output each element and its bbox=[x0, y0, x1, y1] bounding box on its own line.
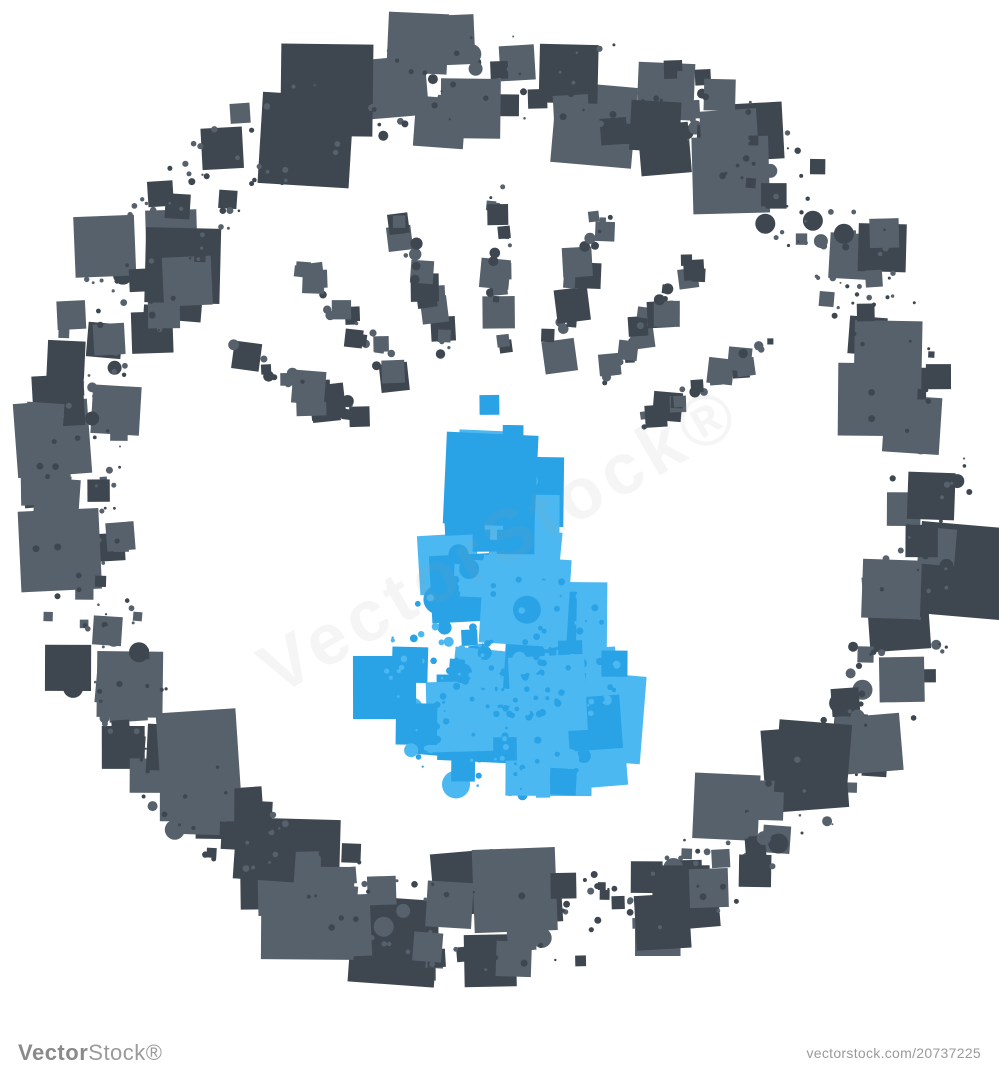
brand-logo: VectorStock® bbox=[18, 1040, 163, 1066]
image-ref-prefix: vectorstock.com/ bbox=[806, 1045, 916, 1061]
brand-prefix: Vector bbox=[18, 1040, 88, 1065]
registered-mark: ® bbox=[146, 1040, 163, 1065]
image-ref-id: 20737225 bbox=[916, 1045, 981, 1061]
attribution-footer: VectorStock® vectorstock.com/20737225 bbox=[0, 1032, 999, 1080]
gauge-mosaic-icon bbox=[0, 0, 999, 1080]
brand-suffix: Stock bbox=[88, 1040, 146, 1065]
image-reference: vectorstock.com/20737225 bbox=[806, 1045, 981, 1061]
